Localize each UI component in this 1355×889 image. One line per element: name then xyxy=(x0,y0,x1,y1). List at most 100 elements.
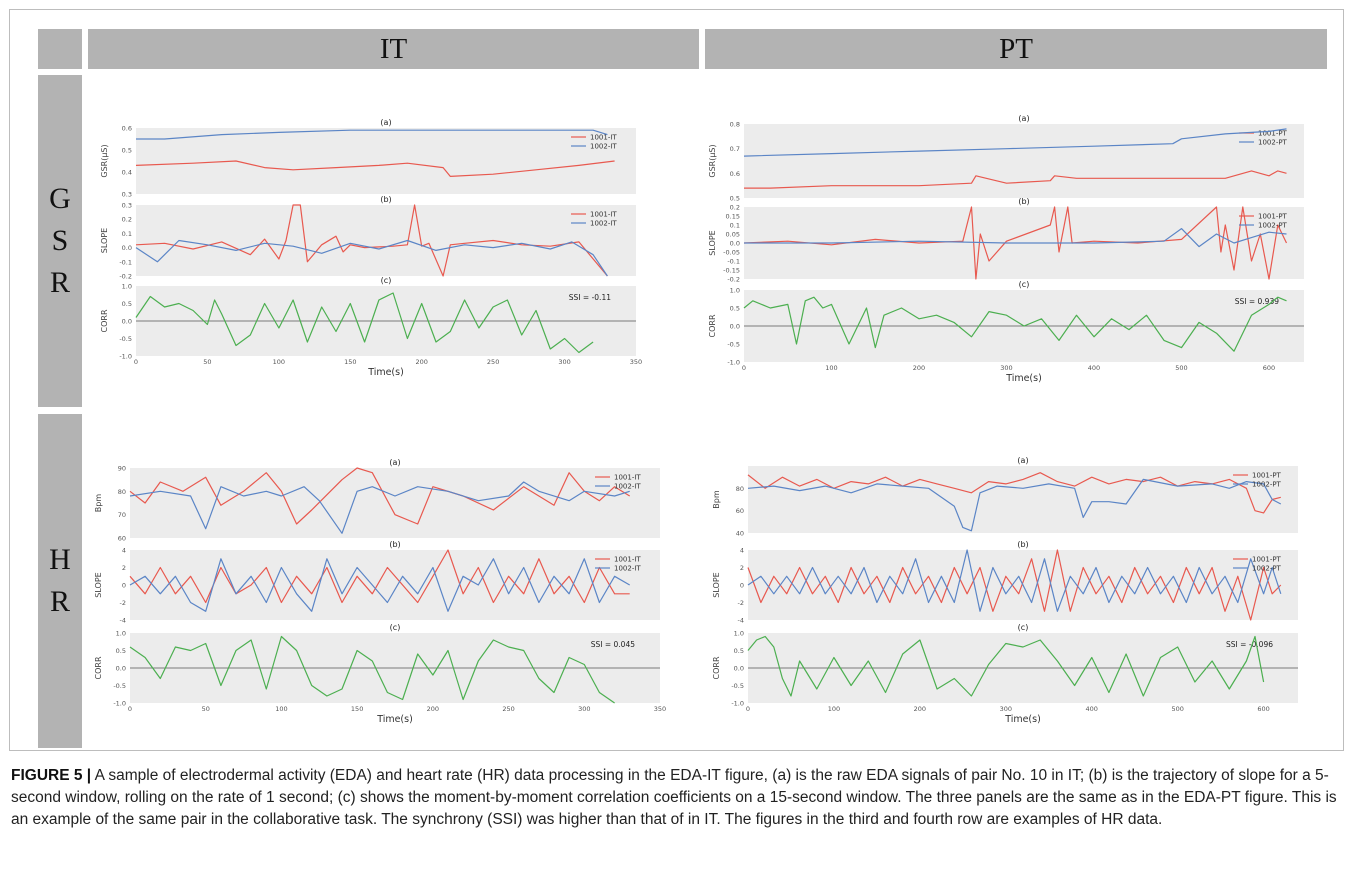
legend-label: 1001-IT xyxy=(590,211,617,219)
x-tick-label: 200 xyxy=(427,705,439,713)
subplot-title: (a) xyxy=(380,118,391,127)
y-tick-label: 0.3 xyxy=(122,202,132,210)
caption-label: FIGURE 5 | xyxy=(11,767,92,784)
y-tick-label: 0.5 xyxy=(734,647,744,655)
legend-label: 1002-IT xyxy=(614,565,641,573)
figure-caption: FIGURE 5 | A sample of electrodermal act… xyxy=(11,765,1341,831)
y-tick-label: 0.0 xyxy=(122,318,132,326)
x-axis-label: Time(s) xyxy=(367,367,404,378)
y-tick-label: -0.2 xyxy=(119,273,132,281)
legend-label: 1001-PT xyxy=(1252,472,1282,480)
x-tick-label: 0 xyxy=(128,705,132,713)
caption-text: A sample of electrodermal activity (EDA)… xyxy=(11,767,1337,828)
x-tick-label: 600 xyxy=(1257,705,1269,713)
legend-label: 1002-PT xyxy=(1252,565,1282,573)
subplot-title: (c) xyxy=(1018,623,1029,632)
x-tick-label: 350 xyxy=(630,358,642,366)
y-tick-label: 0.5 xyxy=(116,647,126,655)
subplot-background xyxy=(130,550,660,620)
y-tick-label: 0.2 xyxy=(122,216,132,224)
series-line xyxy=(135,292,594,354)
x-axis-label: Time(s) xyxy=(376,714,413,725)
chart-svg: (a)GSR(μS)0.50.60.70.81001-PT1002-PT(b)S… xyxy=(708,114,1304,384)
legend-label: 1001-IT xyxy=(614,556,641,564)
legend-label: 1001-IT xyxy=(614,474,641,482)
series-line xyxy=(135,160,615,178)
y-tick-label: 80 xyxy=(118,488,126,496)
row-label-letter: G xyxy=(49,182,71,215)
subplot-background xyxy=(136,205,636,276)
y-tick-label: -0.5 xyxy=(113,682,126,690)
chart-hr-pt: (a) Bpm 40 60 80 1001-PT 1002-PT (b) SLOPE -4 -2 0 2… xyxy=(708,450,1313,735)
x-axis-label: Time(s) xyxy=(1004,714,1041,725)
x-tick-label: 100 xyxy=(828,705,840,713)
legend-label: 1001-PT xyxy=(1258,213,1288,221)
series-line xyxy=(136,129,608,140)
series-line xyxy=(743,128,1287,157)
x-tick-label: 500 xyxy=(1171,705,1183,713)
y-tick-label: 0.0 xyxy=(734,665,744,673)
y-tick-label: -0.5 xyxy=(727,341,740,349)
x-tick-label: 250 xyxy=(502,705,514,713)
subplot-title: (b) xyxy=(1017,540,1028,549)
legend-label: 1002-PT xyxy=(1258,222,1288,230)
ssi-annotation: SSI = -0.096 xyxy=(1226,640,1273,649)
series-line xyxy=(743,296,1287,352)
x-tick-label: 300 xyxy=(558,358,570,366)
y-tick-label: 0.0 xyxy=(730,323,740,331)
y-axis-label: Bpm xyxy=(94,494,103,513)
row-label-hr: H R xyxy=(38,414,82,748)
series-line xyxy=(129,467,631,525)
y-axis-label: CORR xyxy=(712,656,721,679)
x-tick-label: 500 xyxy=(1175,364,1187,372)
y-tick-label: 4 xyxy=(122,547,126,555)
series-line xyxy=(744,227,1287,248)
x-tick-label: 50 xyxy=(203,358,211,366)
y-tick-label: -0.1 xyxy=(727,258,740,266)
legend-label: 1001-PT xyxy=(1258,130,1288,138)
y-tick-label: 0.0 xyxy=(116,665,126,673)
x-tick-label: 100 xyxy=(825,364,837,372)
y-tick-label: 0 xyxy=(740,582,744,590)
x-tick-label: 600 xyxy=(1263,364,1275,372)
y-tick-label: 0.0 xyxy=(730,240,740,248)
y-tick-label: 0.0 xyxy=(122,244,132,252)
x-tick-label: 200 xyxy=(416,358,428,366)
subplot-background xyxy=(744,124,1304,198)
row-label-letter: R xyxy=(49,266,70,299)
legend-label: 1002-IT xyxy=(614,483,641,491)
y-tick-label: 0.5 xyxy=(122,300,132,308)
y-tick-label: -0.15 xyxy=(723,267,740,275)
x-tick-label: 200 xyxy=(914,705,926,713)
subplot-title: (c) xyxy=(1019,280,1030,289)
legend-label: 1002-PT xyxy=(1252,481,1282,489)
legend-label: 1002-IT xyxy=(590,220,617,228)
series-line xyxy=(129,558,630,612)
chart-svg: (a)Bpm607080901001-IT1002-IT(b)SLOPE-4-2… xyxy=(94,458,666,725)
ssi-annotation: SSI = -0.11 xyxy=(569,293,611,302)
y-tick-label: -4 xyxy=(738,617,744,625)
x-tick-label: 300 xyxy=(578,705,590,713)
y-tick-label: -1.0 xyxy=(727,359,740,367)
series-line xyxy=(744,170,1287,189)
y-tick-label: 60 xyxy=(736,507,744,515)
ssi-annotation: SSI = 0.045 xyxy=(591,640,635,649)
legend-label: 1002-IT xyxy=(590,143,617,151)
y-tick-label: 2 xyxy=(740,564,744,572)
series-line xyxy=(747,549,1282,612)
subplot-title: (a) xyxy=(389,458,400,467)
series-line xyxy=(135,239,608,277)
y-tick-label: -0.5 xyxy=(731,682,744,690)
series-line xyxy=(747,635,1265,697)
x-tick-label: 400 xyxy=(1086,705,1098,713)
y-tick-label: 2 xyxy=(122,564,126,572)
y-tick-label: 1.0 xyxy=(730,287,740,295)
y-tick-label: 0.6 xyxy=(122,125,132,133)
y-tick-label: -1.0 xyxy=(119,353,132,361)
subplot-background xyxy=(136,128,636,194)
y-axis-label: SLOPE xyxy=(100,228,109,253)
y-tick-label: 0.3 xyxy=(122,191,132,199)
y-tick-label: 0.5 xyxy=(122,147,132,155)
column-header-pt: PT xyxy=(705,29,1327,69)
y-axis-label: GSR(μS) xyxy=(708,144,717,177)
